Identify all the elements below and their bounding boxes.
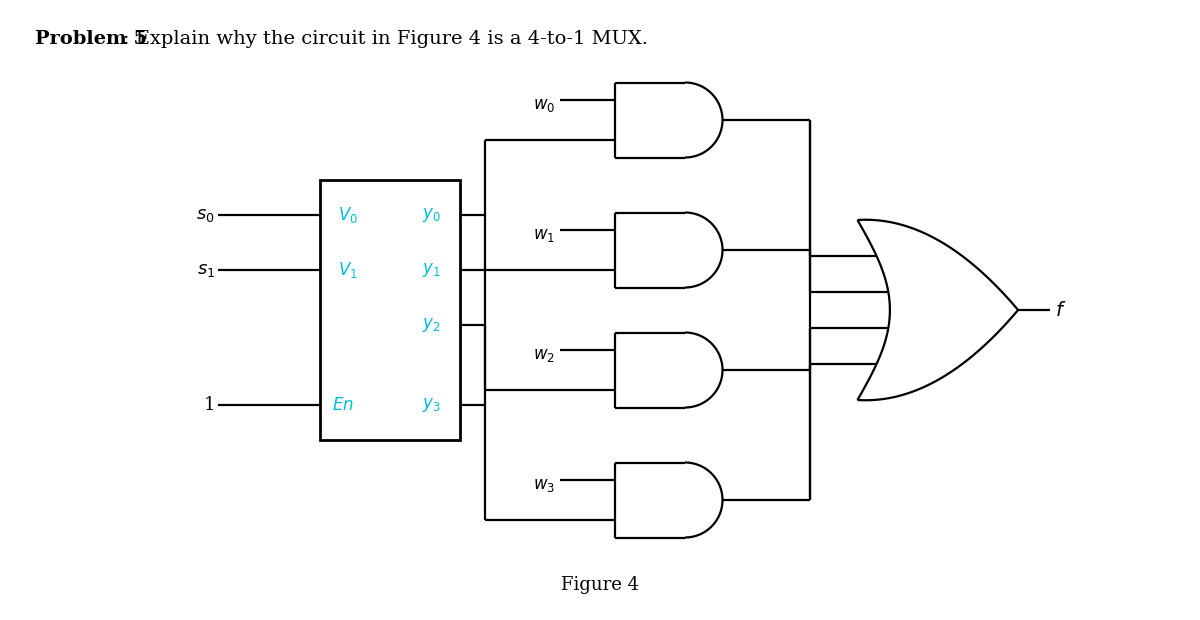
Text: 1: 1 (204, 396, 215, 414)
Text: Figure 4: Figure 4 (562, 576, 640, 594)
Text: $\mathit{w_0}$: $\mathit{w_0}$ (533, 97, 554, 113)
Text: $\mathit{En}$: $\mathit{En}$ (332, 397, 354, 414)
Text: $\mathit{y_0}$: $\mathit{y_0}$ (422, 206, 440, 224)
Text: $\mathit{w_2}$: $\mathit{w_2}$ (533, 347, 554, 363)
Text: $\mathit{y_2}$: $\mathit{y_2}$ (422, 316, 440, 334)
Bar (320, 180, 460, 440)
Text: $V_1$: $V_1$ (338, 260, 358, 280)
Text: : Explain why the circuit in Figure 4 is a 4-to-1 MUX.: : Explain why the circuit in Figure 4 is… (124, 30, 648, 48)
Text: $\mathit{w_3}$: $\mathit{w_3}$ (533, 477, 554, 494)
Text: Problem 5: Problem 5 (35, 30, 148, 48)
Text: $\mathit{s_0}$: $\mathit{s_0}$ (197, 206, 215, 224)
Text: $\mathit{f}$: $\mathit{f}$ (1055, 301, 1067, 319)
Text: $\mathit{w_1}$: $\mathit{w_1}$ (533, 226, 554, 244)
Text: $\mathit{y_1}$: $\mathit{y_1}$ (422, 261, 440, 279)
Text: $V_0$: $V_0$ (338, 205, 358, 225)
Text: $\mathit{y_3}$: $\mathit{y_3}$ (422, 396, 440, 414)
Text: $\mathit{s_1}$: $\mathit{s_1}$ (197, 261, 215, 279)
